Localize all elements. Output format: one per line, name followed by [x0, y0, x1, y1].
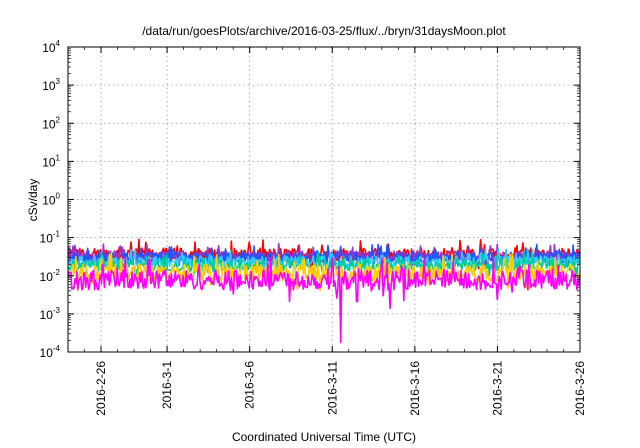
- y-tick-label: 10-4: [40, 344, 61, 360]
- y-axis: 10-4 10-3 10-2 10-1 100 101 102 103 104: [40, 39, 580, 360]
- x-tick-label: 2016-3-6: [243, 361, 257, 409]
- y-tick-label: 10-1: [40, 230, 61, 246]
- y-tick-label: 10-2: [40, 268, 61, 284]
- y-tick-label: 104: [42, 39, 60, 55]
- series-line: [67, 256, 581, 344]
- y-axis-label: cSv/day: [26, 179, 40, 222]
- x-axis: 2016-2-26 2016-3-1 2016-3-6 2016-3-11 2016-3…: [67, 47, 587, 416]
- y-tick-label: 102: [42, 115, 60, 131]
- y-tick-label: 100: [42, 192, 60, 208]
- grid: [68, 47, 580, 352]
- x-tick-label: 2016-3-1: [160, 361, 174, 409]
- x-tick-label: 2016-3-11: [325, 361, 339, 415]
- x-tick-label: 2016-3-21: [490, 361, 504, 416]
- y-tick-label: 10-3: [40, 306, 61, 322]
- x-tick-label: 2016-3-26: [573, 361, 587, 416]
- x-axis-label: Coordinated Universal Time (UTC): [232, 430, 416, 444]
- y-tick-label: 103: [42, 77, 60, 93]
- plot-area: [67, 238, 581, 344]
- y-tick-label: 101: [42, 153, 60, 169]
- x-tick-label: 2016-3-16: [408, 361, 422, 416]
- chart-title: /data/run/goesPlots/archive/2016-03-25/f…: [142, 24, 506, 38]
- x-tick-label: 2016-2-26: [94, 361, 108, 416]
